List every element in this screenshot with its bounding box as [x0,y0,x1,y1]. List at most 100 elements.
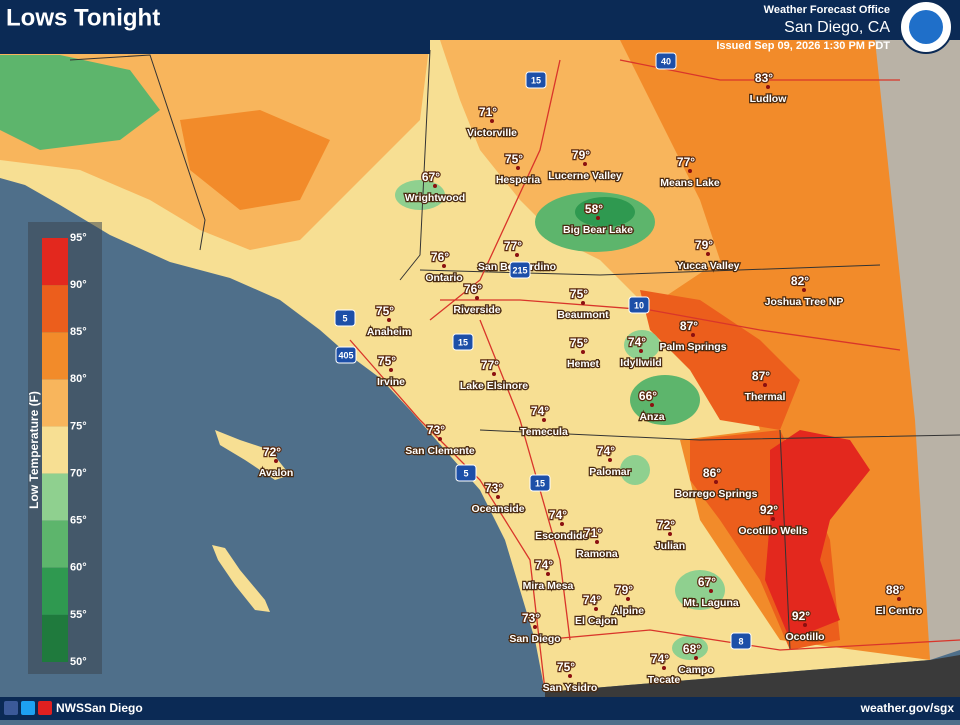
city-temp: 75° [570,336,588,350]
city-dot [802,288,806,292]
facebook-icon[interactable] [4,701,18,715]
city-dot [706,252,710,256]
city-name: Ontario [425,272,462,284]
city-temp: 76° [431,250,449,264]
city-name: Joshua Tree NP [765,296,844,308]
highway-number: 8 [738,636,743,646]
temp-zone [0,55,160,150]
highway-number: 15 [535,478,545,488]
legend-label: 90° [70,279,87,291]
city-dot [438,437,442,441]
city-dot [389,368,393,372]
city-name: El Centro [876,605,923,617]
city-name: Hesperia [496,174,541,186]
city-temp: 74° [531,404,549,418]
city-temp: 72° [657,518,675,532]
legend-swatch [42,567,68,615]
city-dot [766,85,770,89]
header-tab [0,40,430,54]
temp-zone [672,636,708,660]
city-dot [709,589,713,593]
city-dot [626,597,630,601]
city-dot [897,597,901,601]
city-name: Borrego Springs [675,488,758,500]
city-name: Idyllwild [620,357,661,369]
city-name: Campo [678,664,714,676]
city-temp: 73° [485,481,503,495]
highway-number: 10 [634,300,644,310]
city-temp: 68° [683,642,701,656]
city-dot [387,318,391,322]
city-name: Beaumont [557,309,609,321]
temp-zone [640,290,800,430]
legend-swatch [42,379,68,427]
issued: Issued Sep 09, 2026 1:30 PM PDT [716,40,890,52]
city-name: San Diego [509,633,560,645]
island [215,430,290,480]
highway-number: 215 [512,265,527,275]
highway-number: 5 [463,468,468,478]
city-temp: 74° [549,508,567,522]
highways: 40 15 5 405 215 10 15 5 15 8 [334,52,752,650]
city-dot [433,184,437,188]
legend-swatch [42,614,68,662]
city-temp: 75° [505,152,523,166]
temp-zone [630,375,700,425]
nws-logo-inner [909,10,943,44]
city-temp: 77° [677,155,695,169]
city-name: Avalon [259,467,294,479]
city-name: Anza [639,411,664,423]
header-bar [0,0,960,40]
legend-swatch [42,332,68,380]
city-dot [581,350,585,354]
legend-label: 55° [70,609,87,621]
city-temp: 72° [263,445,281,459]
temp-zone [675,570,725,610]
county-lines [69,49,960,651]
city-temp: 58° [585,202,603,216]
highway-shield [655,52,677,70]
city-name: Escondido [535,530,589,542]
city-temp: 75° [376,304,394,318]
city-name: Yucca Valley [676,260,739,272]
city-name: Oceanside [471,503,524,515]
city-dot [694,656,698,660]
website[interactable]: weather.gov/sgx [860,701,955,715]
city-dot [583,162,587,166]
city-name: Ramona [576,548,618,560]
city-dot [594,607,598,611]
legend-label: 60° [70,562,87,574]
highway-shield [452,333,474,351]
city-temp: 86° [703,466,721,480]
city-dot [803,623,807,627]
city-name: Julian [655,540,685,552]
city-dot [568,674,572,678]
city-name: Lake Elsinore [460,380,528,392]
city-dot [546,572,550,576]
city-temp: 92° [760,503,778,517]
city-dot [639,349,643,353]
twitter-icon[interactable] [21,701,35,715]
temp-zone [180,110,330,210]
legend-label: 95° [70,232,87,244]
city-name: Mira Mesa [523,580,574,592]
city-name: Ludlow [750,93,788,105]
legend: 95° 90° 85° 80° 75° 70° 65° 60° 55° 50° [42,232,87,668]
city-dot [492,372,496,376]
city-dot [274,459,278,463]
city-name: Mt. Laguna [683,597,739,609]
youtube-icon[interactable] [38,701,52,715]
city-temp: 66° [639,389,657,403]
city-temp: 77° [481,358,499,372]
city-name: Alpine [612,605,644,617]
legend-label: 65° [70,515,87,527]
city-name: Riverside [453,304,500,316]
legend-label: 75° [70,420,87,432]
highway-shield [334,309,356,327]
office: Weather Forecast Office [764,4,890,16]
city-temp: 79° [615,583,633,597]
city-dot [650,403,654,407]
highway-number: 405 [338,350,353,360]
city-dot [490,119,494,123]
desert-outside [870,40,960,660]
